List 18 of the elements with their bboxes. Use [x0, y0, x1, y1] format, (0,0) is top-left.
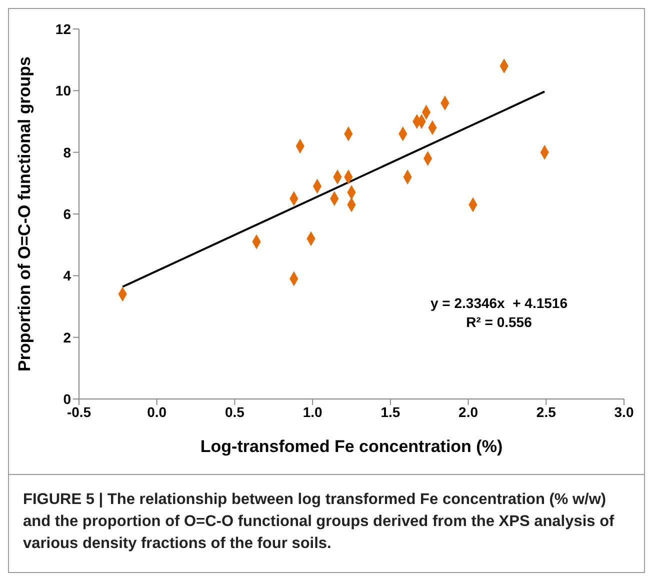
caption: FIGURE 5 | The relationship between log transformed Fe concentration (% w/w) and the proportion of O=C-O functional groups derived from the XPS analysis of various density fractions of the four soils. [9, 474, 644, 555]
y-tick-label: 2 [63, 329, 72, 346]
x-tick-label: 2.5 [536, 404, 556, 420]
y-tick-label: 12 [55, 20, 72, 37]
x-tick-label: 0.5 [224, 404, 245, 420]
x-tick-label: 0.0 [147, 404, 167, 420]
x-tick-label: 3.0 [614, 404, 634, 420]
y-tick-label: 8 [63, 144, 72, 160]
x-axis-title: Log-transfomed Fe concentration (%) [200, 437, 503, 456]
x-tick-label: 1.5 [380, 404, 400, 420]
annotation: y = 2.3346x + 4.1516 [429, 294, 568, 313]
x-tick-label: 2.0 [458, 404, 478, 420]
annotation: R² = 0.556 [465, 313, 533, 332]
y-tick-label: 4 [63, 268, 72, 284]
x-tick-label: 1.0 [302, 404, 323, 420]
y-tick-label: 10 [55, 82, 72, 99]
y-axis-title: Proportion of O=C-O functional groups [15, 56, 34, 372]
y-tick-label: 6 [63, 206, 72, 222]
